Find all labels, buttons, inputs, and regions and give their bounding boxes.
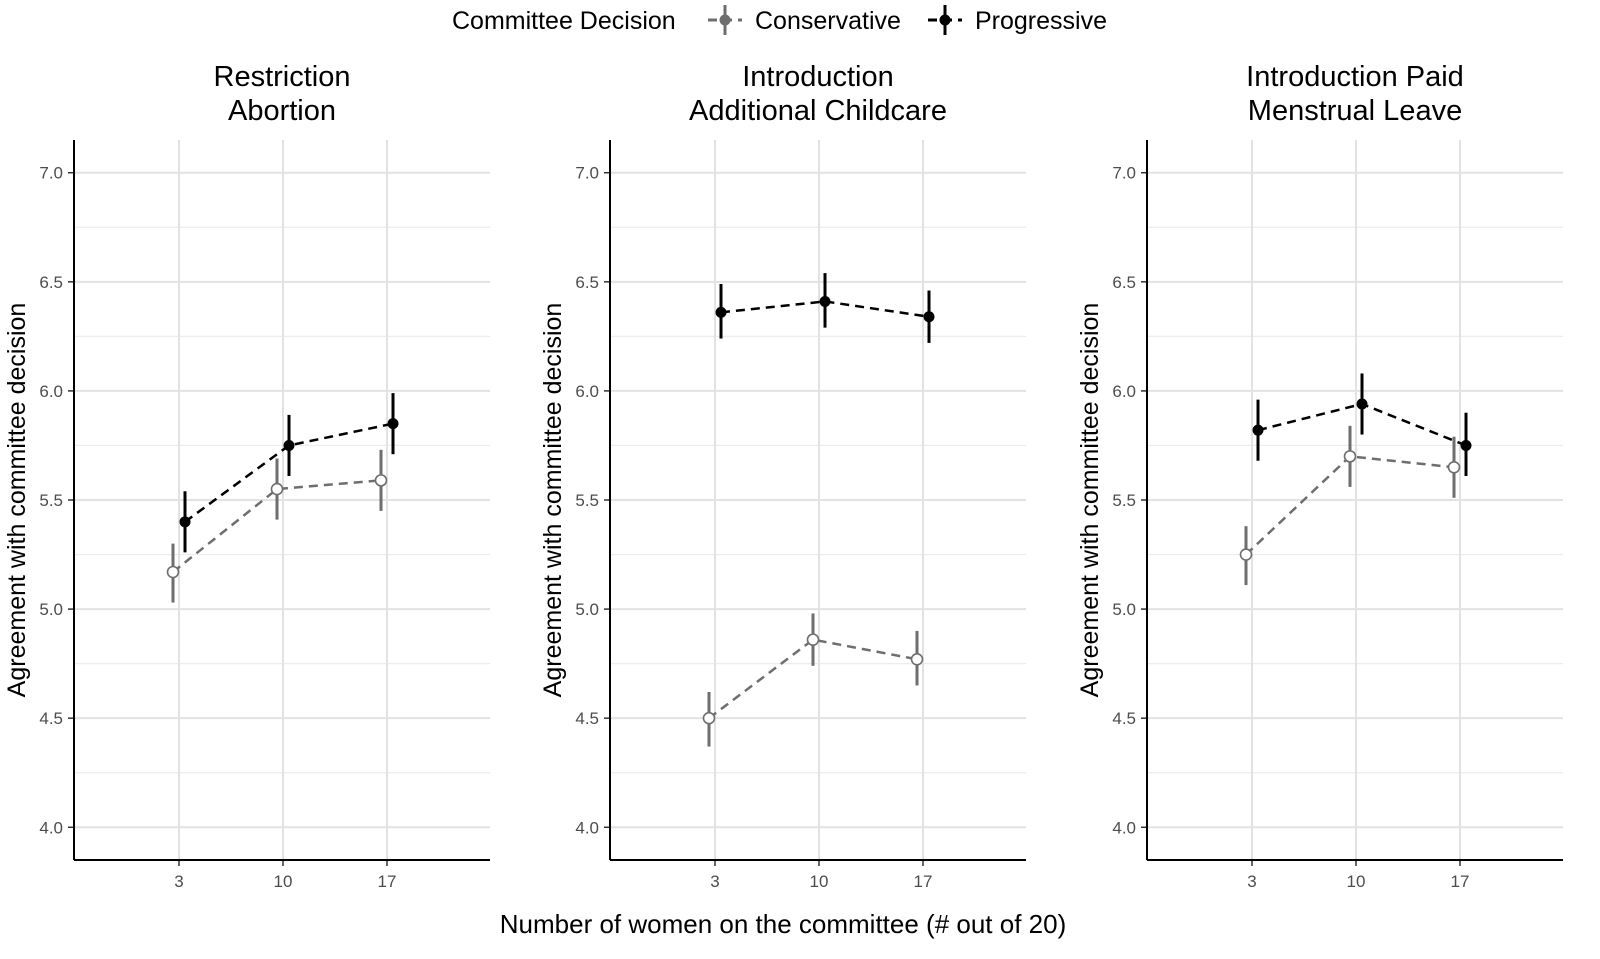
data-point (806, 633, 820, 646)
y-tick-label: 5.5 (575, 491, 599, 510)
panel-title-line: Introduction Paid (1246, 61, 1464, 93)
series-conservative (702, 613, 924, 747)
y-tick-label: 4.0 (575, 818, 599, 837)
legend-entry-progressive: Progressive (928, 5, 1107, 35)
series-progressive (179, 393, 399, 553)
series-conservative (166, 449, 388, 603)
y-tick-label: 7.0 (575, 164, 599, 183)
data-point (1460, 439, 1472, 451)
x-tick-label: 3 (174, 872, 183, 891)
data-point (166, 565, 180, 579)
y-tick-label: 5.0 (1112, 600, 1136, 619)
y-tick-label: 4.0 (39, 818, 63, 837)
data-point (1239, 548, 1253, 561)
data-point (819, 295, 831, 307)
y-axis-label: Agreement with committee decision (1076, 303, 1104, 698)
y-tick-label: 4.5 (39, 709, 63, 728)
panel-3: 4.0 4.5 5.0 5.5 6.0 6.5 7.0 3 10 17 Introduction P… (1076, 61, 1563, 891)
y-axis-label: Agreement with committee decision (3, 303, 31, 698)
series-line (184, 422, 394, 523)
legend-entry-conservative: Conservative (708, 5, 901, 35)
facet-panels: 4.0 4.5 5.0 5.5 6.0 6.5 7.0 3 10 17 Restriction Abo… (3, 61, 1563, 891)
data-point (374, 474, 388, 487)
x-tick-label: 3 (1247, 872, 1256, 891)
panel-title: Restriction Abortion (214, 61, 351, 127)
y-tick-label: 6.0 (1112, 382, 1136, 401)
y-tick-label: 4.5 (1112, 709, 1136, 728)
x-tick-label: 17 (378, 872, 397, 891)
series-progressive (1252, 373, 1472, 476)
y-tick-label: 4.5 (575, 709, 599, 728)
data-point (702, 711, 716, 725)
data-point (1343, 450, 1357, 463)
panel-title-line: Additional Childcare (689, 95, 947, 127)
x-tick-label: 17 (1451, 872, 1470, 891)
data-point (715, 306, 727, 318)
x-tick-label: 3 (710, 872, 719, 891)
legend-label: Progressive (975, 7, 1107, 35)
y-tick-label: 7.0 (1112, 164, 1136, 183)
y-tick-label: 5.0 (575, 600, 599, 619)
series-line (720, 300, 930, 318)
data-point (1447, 460, 1461, 474)
data-point (1356, 398, 1368, 410)
y-axis-label: Agreement with committee decision (539, 303, 567, 698)
data-point (283, 439, 295, 451)
y-tick-label: 6.0 (39, 382, 63, 401)
y-tick-label: 7.0 (39, 164, 63, 183)
data-point (270, 482, 284, 496)
data-point (1252, 424, 1264, 436)
legend: Committee Decision Conservative Progressiv… (452, 5, 1107, 35)
panel-title-line: Introduction (742, 61, 894, 93)
x-tick-label: 17 (914, 872, 933, 891)
data-point (910, 652, 924, 666)
y-tick-label: 5.5 (1112, 491, 1136, 510)
y-tick-label: 5.5 (39, 491, 63, 510)
y-tick-label: 6.0 (575, 382, 599, 401)
data-point (923, 311, 935, 323)
panel-title-line: Restriction (214, 61, 351, 93)
series-conservative (1239, 425, 1461, 586)
series-line (708, 638, 918, 720)
legend-marker-key (719, 14, 731, 26)
panel-title-line: Abortion (228, 95, 336, 127)
x-tick-label: 10 (810, 872, 829, 891)
x-tick-label: 10 (1347, 872, 1366, 891)
y-tick-label: 6.5 (1112, 273, 1136, 292)
series-progressive (715, 273, 935, 343)
panel-title: Introduction Additional Childcare (689, 61, 947, 127)
y-tick-label: 4.0 (1112, 818, 1136, 837)
data-point (179, 516, 191, 528)
x-tick-label: 10 (274, 872, 293, 891)
panel-title-line: Menstrual Leave (1248, 95, 1462, 127)
series-line (172, 479, 382, 573)
legend-marker-key (939, 14, 951, 26)
legend-title: Committee Decision (452, 7, 676, 35)
panel-2: 4.0 4.5 5.0 5.5 6.0 6.5 7.0 3 10 17 Introduction Ad… (539, 61, 1026, 891)
y-tick-label: 5.0 (39, 600, 63, 619)
panel-1: 4.0 4.5 5.0 5.5 6.0 6.5 7.0 3 10 17 Restriction Abo… (3, 61, 490, 891)
data-point (387, 418, 399, 430)
y-tick-label: 6.5 (39, 273, 63, 292)
y-tick-label: 6.5 (575, 273, 599, 292)
panel-title: Introduction Paid Menstrual Leave (1246, 61, 1464, 127)
x-axis-label: Number of women on the committee (# out … (500, 909, 1067, 939)
legend-label: Conservative (755, 7, 901, 35)
